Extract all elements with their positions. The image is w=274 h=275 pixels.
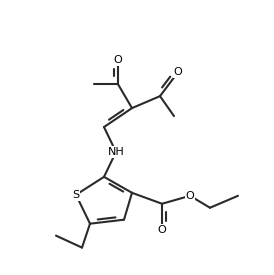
Text: O: O <box>158 225 166 235</box>
Text: S: S <box>72 190 79 200</box>
Text: NH: NH <box>108 147 124 157</box>
Text: O: O <box>174 67 182 77</box>
Text: O: O <box>114 55 122 65</box>
Text: O: O <box>185 191 194 201</box>
